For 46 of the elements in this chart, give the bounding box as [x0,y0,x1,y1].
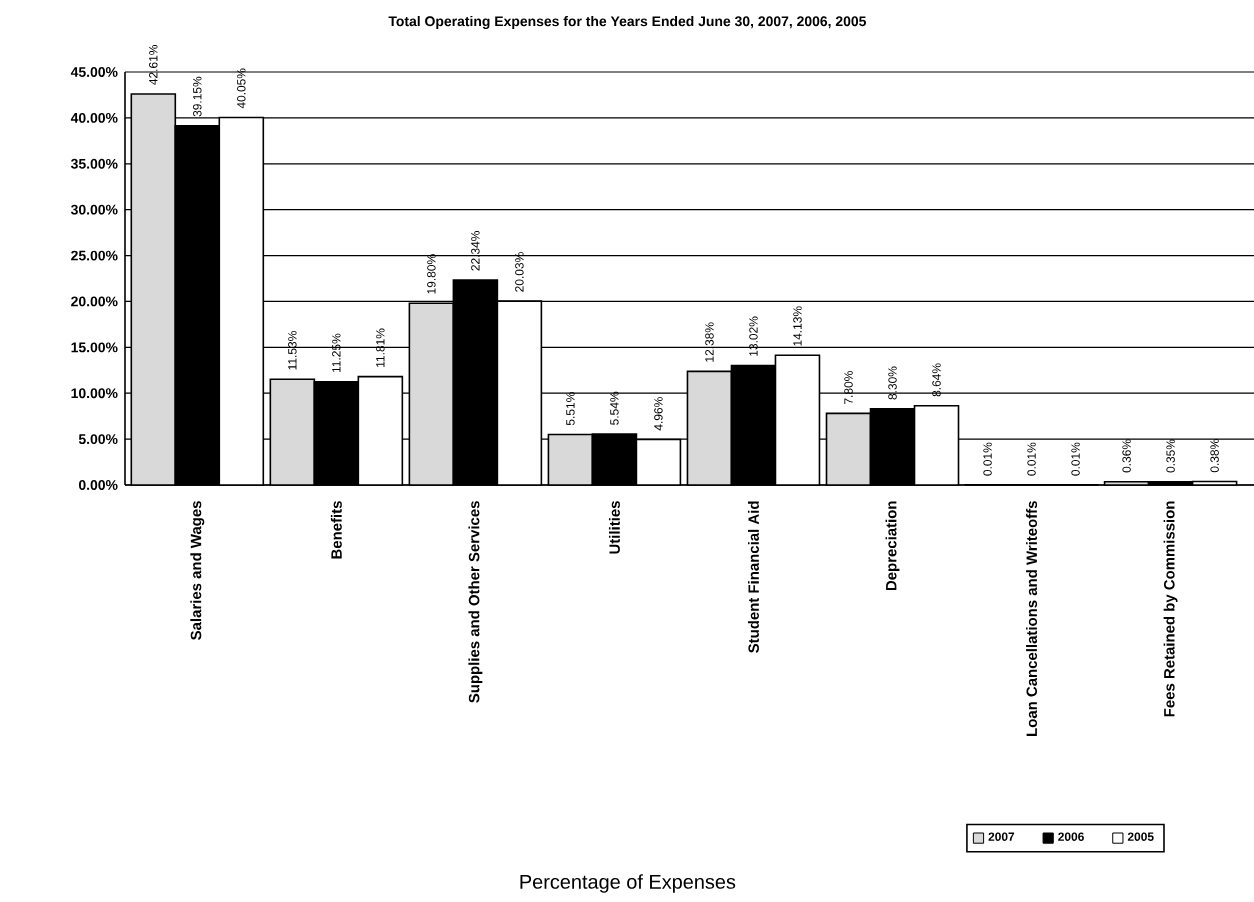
x-tick-label: Supplies and Other Services [468,501,483,703]
y-tick-label: 5.00% [78,434,118,445]
data-label: 5.54% [610,391,619,425]
x-tick-label: Utilities [608,501,620,554]
legend-label: 2005 [1127,832,1154,841]
y-tick-label: 15.00% [71,342,118,353]
x-tick-label: Depreciation [885,501,900,591]
x-tick-label: Benefits [330,501,342,559]
y-tick-label: 40.00% [70,112,118,123]
data-label: 22.34% [471,231,480,271]
text: Percentage of Expenses [520,874,736,893]
data-label: 42.61% [149,45,158,85]
data-label: 0.35% [1166,439,1175,473]
data-label: 4.96% [654,397,663,431]
data-label: 12.38% [705,322,714,362]
y-tick-label: 35.00% [70,158,118,169]
y-tick-label: 0.00% [78,480,118,490]
data-label: 0.01% [1071,442,1080,476]
y-tick-label: 10.00% [71,388,118,399]
y-tick-label: 25.00% [71,250,118,261]
x-tick-label: Fees Retained by Commission [1163,501,1178,717]
y-tick-label: 45.00% [70,67,118,77]
data-label: 11.25% [332,333,341,373]
x-tick-label: Salaries and Wages [190,501,205,640]
data-label: 0.01% [983,442,992,476]
data-label: 39.15% [193,76,202,117]
legend-label: 2007 [988,832,1015,841]
data-label: 13.02% [749,316,758,356]
data-label: 14.13% [793,306,802,346]
data-label: 7.80% [844,371,853,404]
data-label: 8.30% [888,366,897,400]
data-label: 0.01% [1027,442,1036,476]
data-label: 11.53% [288,331,297,370]
data-label: 0.38% [1210,439,1219,473]
data-label: 0.36% [1122,439,1131,473]
x-tick-label: Student Financial Aid [747,501,759,653]
data-label: 8.64% [932,363,941,397]
y-tick-label: 30.00% [70,204,118,215]
x-tick-label: Loan Cancellations and Writeoffs [1026,501,1038,736]
chart-title: Total Operating Expenses for the Years Ended June 30, 2007, 2006, 2005 [388,15,867,30]
legend-label: 2006 [1058,832,1084,841]
data-label: 11.81% [376,328,385,367]
data-label: 5.51% [566,392,575,426]
data-label: 40.05% [237,68,246,109]
y-tick-label: 20.00% [71,296,118,307]
data-label: 19.80% [427,254,436,294]
